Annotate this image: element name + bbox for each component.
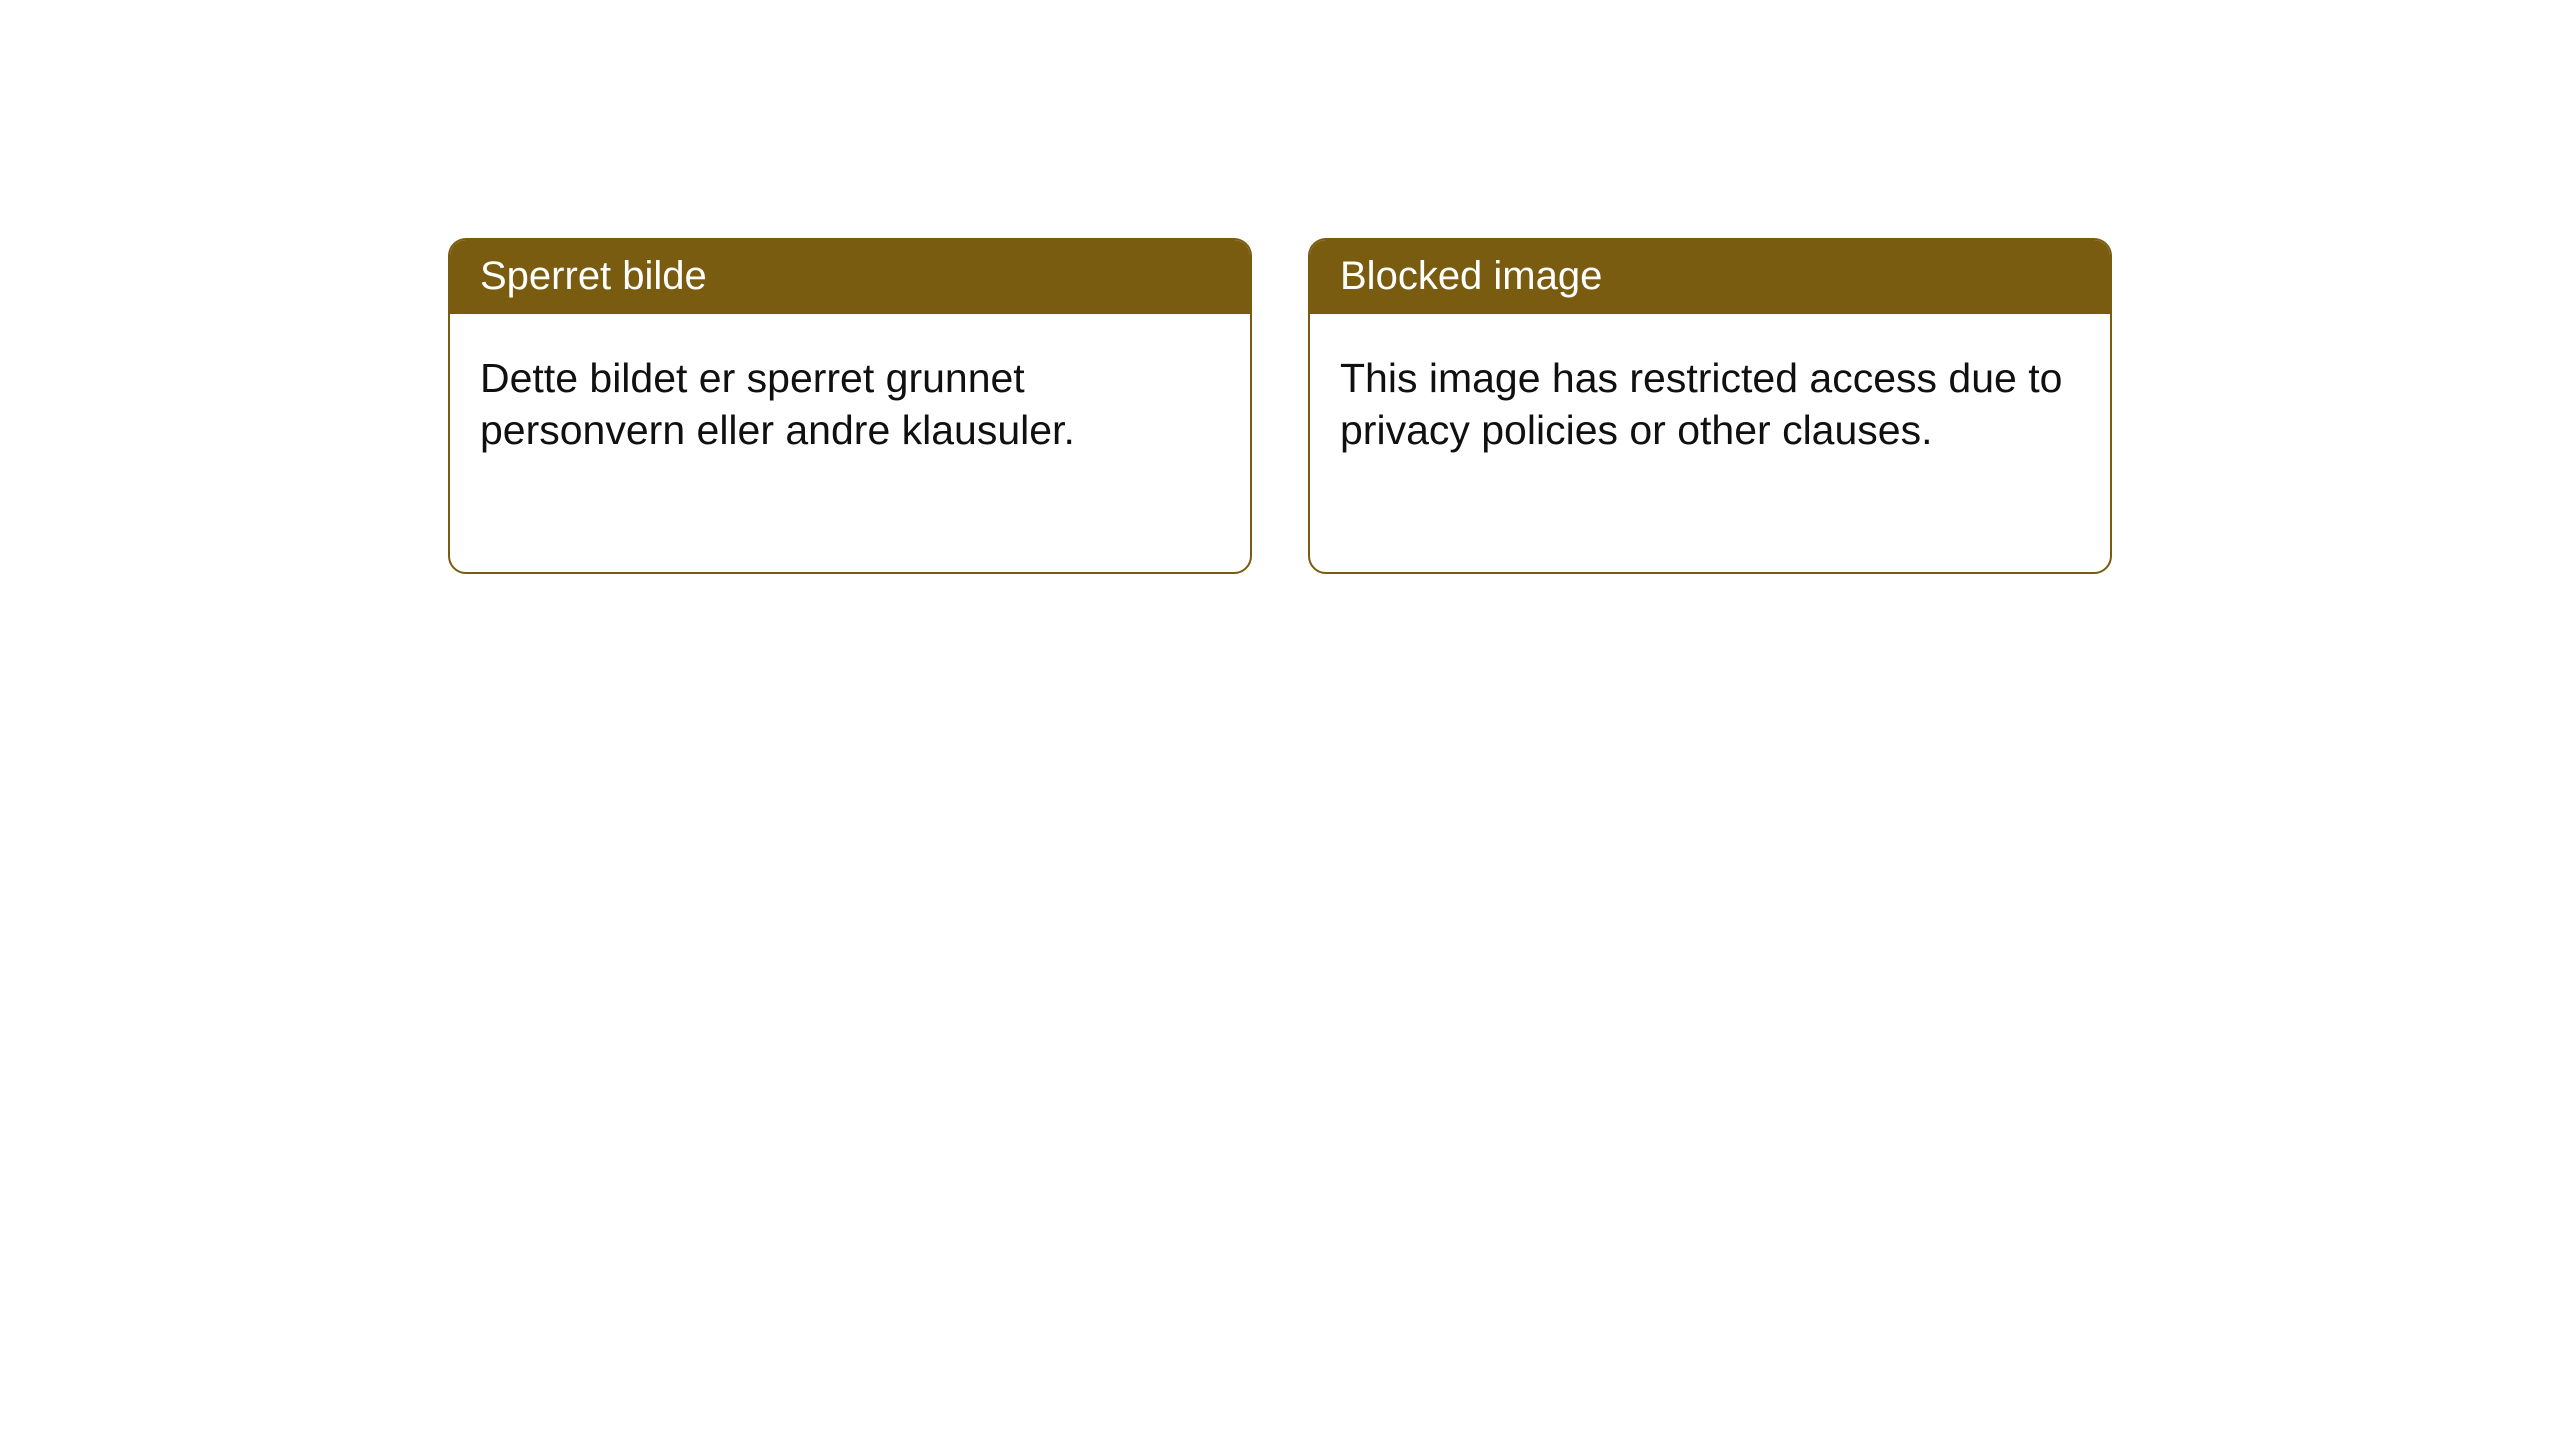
notice-card-english: Blocked image This image has restricted …	[1308, 238, 2112, 574]
notice-body: Dette bildet er sperret grunnet personve…	[450, 314, 1250, 487]
notice-header: Sperret bilde	[450, 240, 1250, 314]
notice-card-norwegian: Sperret bilde Dette bildet er sperret gr…	[448, 238, 1252, 574]
notice-body: This image has restricted access due to …	[1310, 314, 2110, 487]
notice-cards-container: Sperret bilde Dette bildet er sperret gr…	[448, 238, 2112, 574]
notice-header: Blocked image	[1310, 240, 2110, 314]
